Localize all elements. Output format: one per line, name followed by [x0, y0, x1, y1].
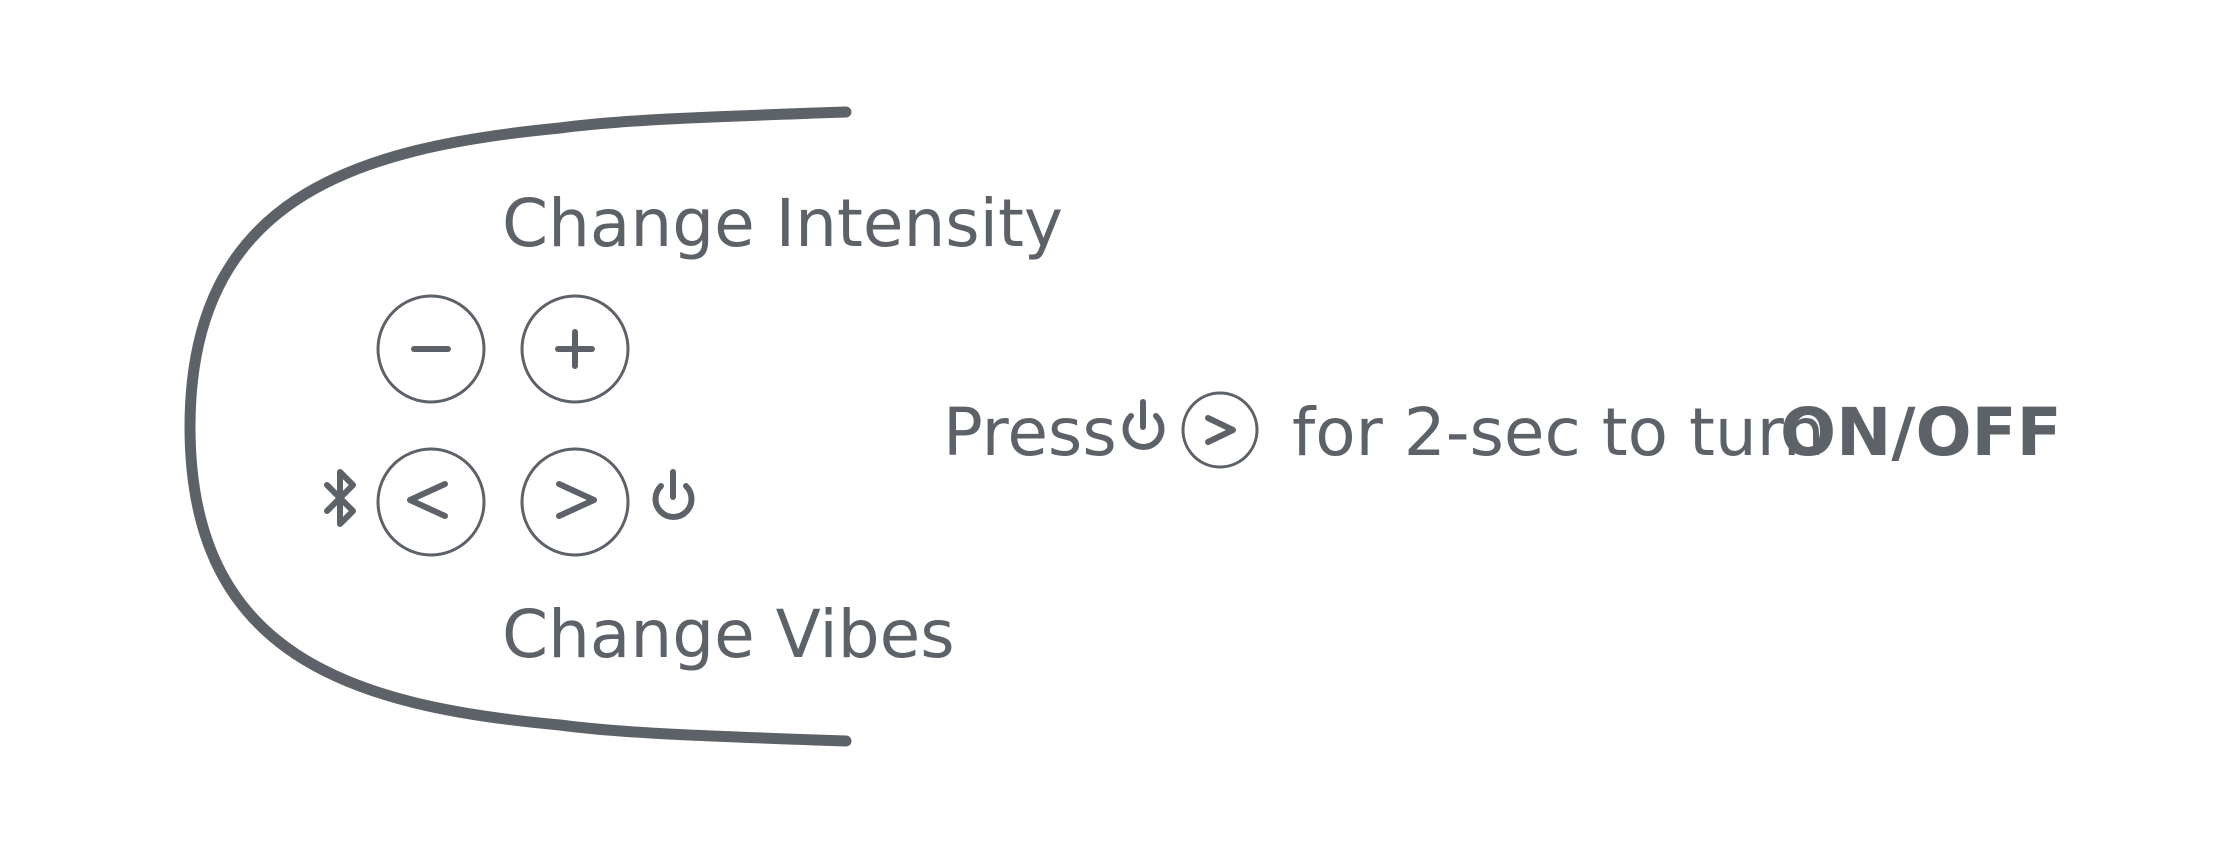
power-icon — [652, 469, 695, 520]
minus-button[interactable] — [376, 294, 486, 404]
chevron-right-icon — [1205, 415, 1236, 445]
instruction-duration-text: for 2-sec to turn — [1292, 394, 1825, 471]
device-outline — [184, 106, 852, 747]
chevron-right-icon — [556, 481, 597, 519]
previous-vibe-button[interactable] — [376, 447, 486, 557]
change-vibes-label: Change Vibes — [502, 596, 955, 673]
plus-button[interactable] — [520, 294, 630, 404]
instruction-press-text: Press — [943, 394, 1117, 471]
plus-icon — [555, 329, 595, 369]
chevron-left-icon — [407, 481, 448, 519]
power-instruction: Press for 2-sec to turn ON/OFF — [943, 391, 2062, 471]
power-icon — [1122, 399, 1165, 450]
next-vibe-button[interactable] — [520, 447, 630, 557]
next-button-icon — [1181, 391, 1259, 469]
instruction-state-text: ON/OFF — [1780, 394, 2062, 471]
bluetooth-icon — [324, 469, 356, 527]
change-intensity-label: Change Intensity — [502, 185, 1063, 262]
